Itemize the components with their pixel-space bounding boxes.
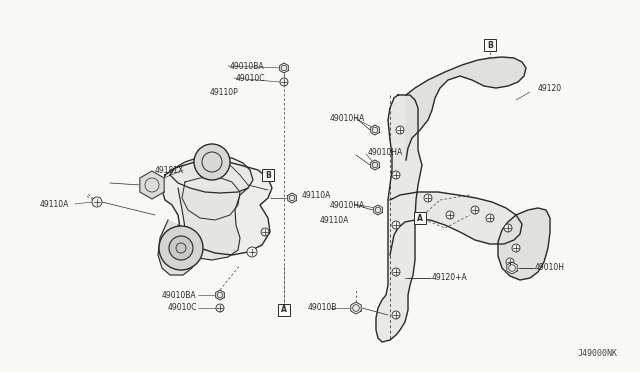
Polygon shape	[158, 220, 195, 275]
Text: 49010C: 49010C	[236, 74, 266, 83]
Circle shape	[392, 268, 400, 276]
Circle shape	[504, 224, 512, 232]
Circle shape	[261, 228, 269, 236]
Polygon shape	[498, 208, 550, 280]
Polygon shape	[390, 192, 522, 255]
Circle shape	[512, 244, 520, 252]
Polygon shape	[178, 188, 248, 260]
Text: 49181X: 49181X	[155, 166, 184, 174]
Text: B: B	[265, 170, 271, 180]
Text: 49120+A: 49120+A	[432, 273, 468, 282]
Polygon shape	[406, 57, 526, 160]
Text: A: A	[281, 305, 287, 314]
Circle shape	[392, 221, 400, 229]
Circle shape	[216, 304, 224, 312]
Polygon shape	[216, 290, 225, 300]
Text: 49120: 49120	[538, 83, 562, 93]
Polygon shape	[170, 156, 253, 193]
Text: 49010C: 49010C	[168, 304, 198, 312]
Circle shape	[280, 78, 288, 86]
Circle shape	[471, 206, 479, 214]
Polygon shape	[182, 177, 240, 220]
Text: 49110P: 49110P	[210, 87, 239, 96]
Text: 49010BA: 49010BA	[162, 291, 196, 299]
Circle shape	[194, 144, 230, 180]
Circle shape	[486, 214, 494, 222]
Text: 49010HA: 49010HA	[330, 113, 365, 122]
Text: A: A	[417, 214, 423, 222]
Text: 49110A: 49110A	[320, 215, 349, 224]
Circle shape	[396, 126, 404, 134]
Circle shape	[446, 211, 454, 219]
Bar	[414, 212, 426, 224]
Polygon shape	[351, 302, 361, 314]
Circle shape	[424, 194, 432, 202]
Circle shape	[392, 311, 400, 319]
Bar	[262, 169, 274, 181]
Text: 49010B: 49010B	[308, 304, 337, 312]
Text: 49110A: 49110A	[40, 199, 69, 208]
Text: 49010BA: 49010BA	[230, 61, 264, 71]
Polygon shape	[140, 171, 164, 199]
Text: 49010HA: 49010HA	[330, 201, 365, 209]
Text: J49000NK: J49000NK	[578, 349, 618, 358]
Circle shape	[159, 226, 203, 270]
Circle shape	[169, 236, 193, 260]
Circle shape	[92, 197, 102, 207]
Polygon shape	[507, 262, 517, 274]
Circle shape	[392, 171, 400, 179]
Text: B: B	[487, 41, 493, 49]
Polygon shape	[280, 63, 289, 73]
Polygon shape	[371, 160, 380, 170]
Polygon shape	[371, 125, 380, 135]
Polygon shape	[162, 160, 272, 255]
Circle shape	[506, 258, 514, 266]
Polygon shape	[376, 95, 422, 342]
Bar	[484, 39, 496, 51]
Bar	[278, 304, 290, 316]
Text: 49010H: 49010H	[535, 263, 565, 273]
Text: 49010HA: 49010HA	[368, 148, 403, 157]
Polygon shape	[287, 193, 296, 203]
Text: 49110A: 49110A	[302, 190, 332, 199]
Circle shape	[247, 247, 257, 257]
Polygon shape	[374, 205, 382, 215]
